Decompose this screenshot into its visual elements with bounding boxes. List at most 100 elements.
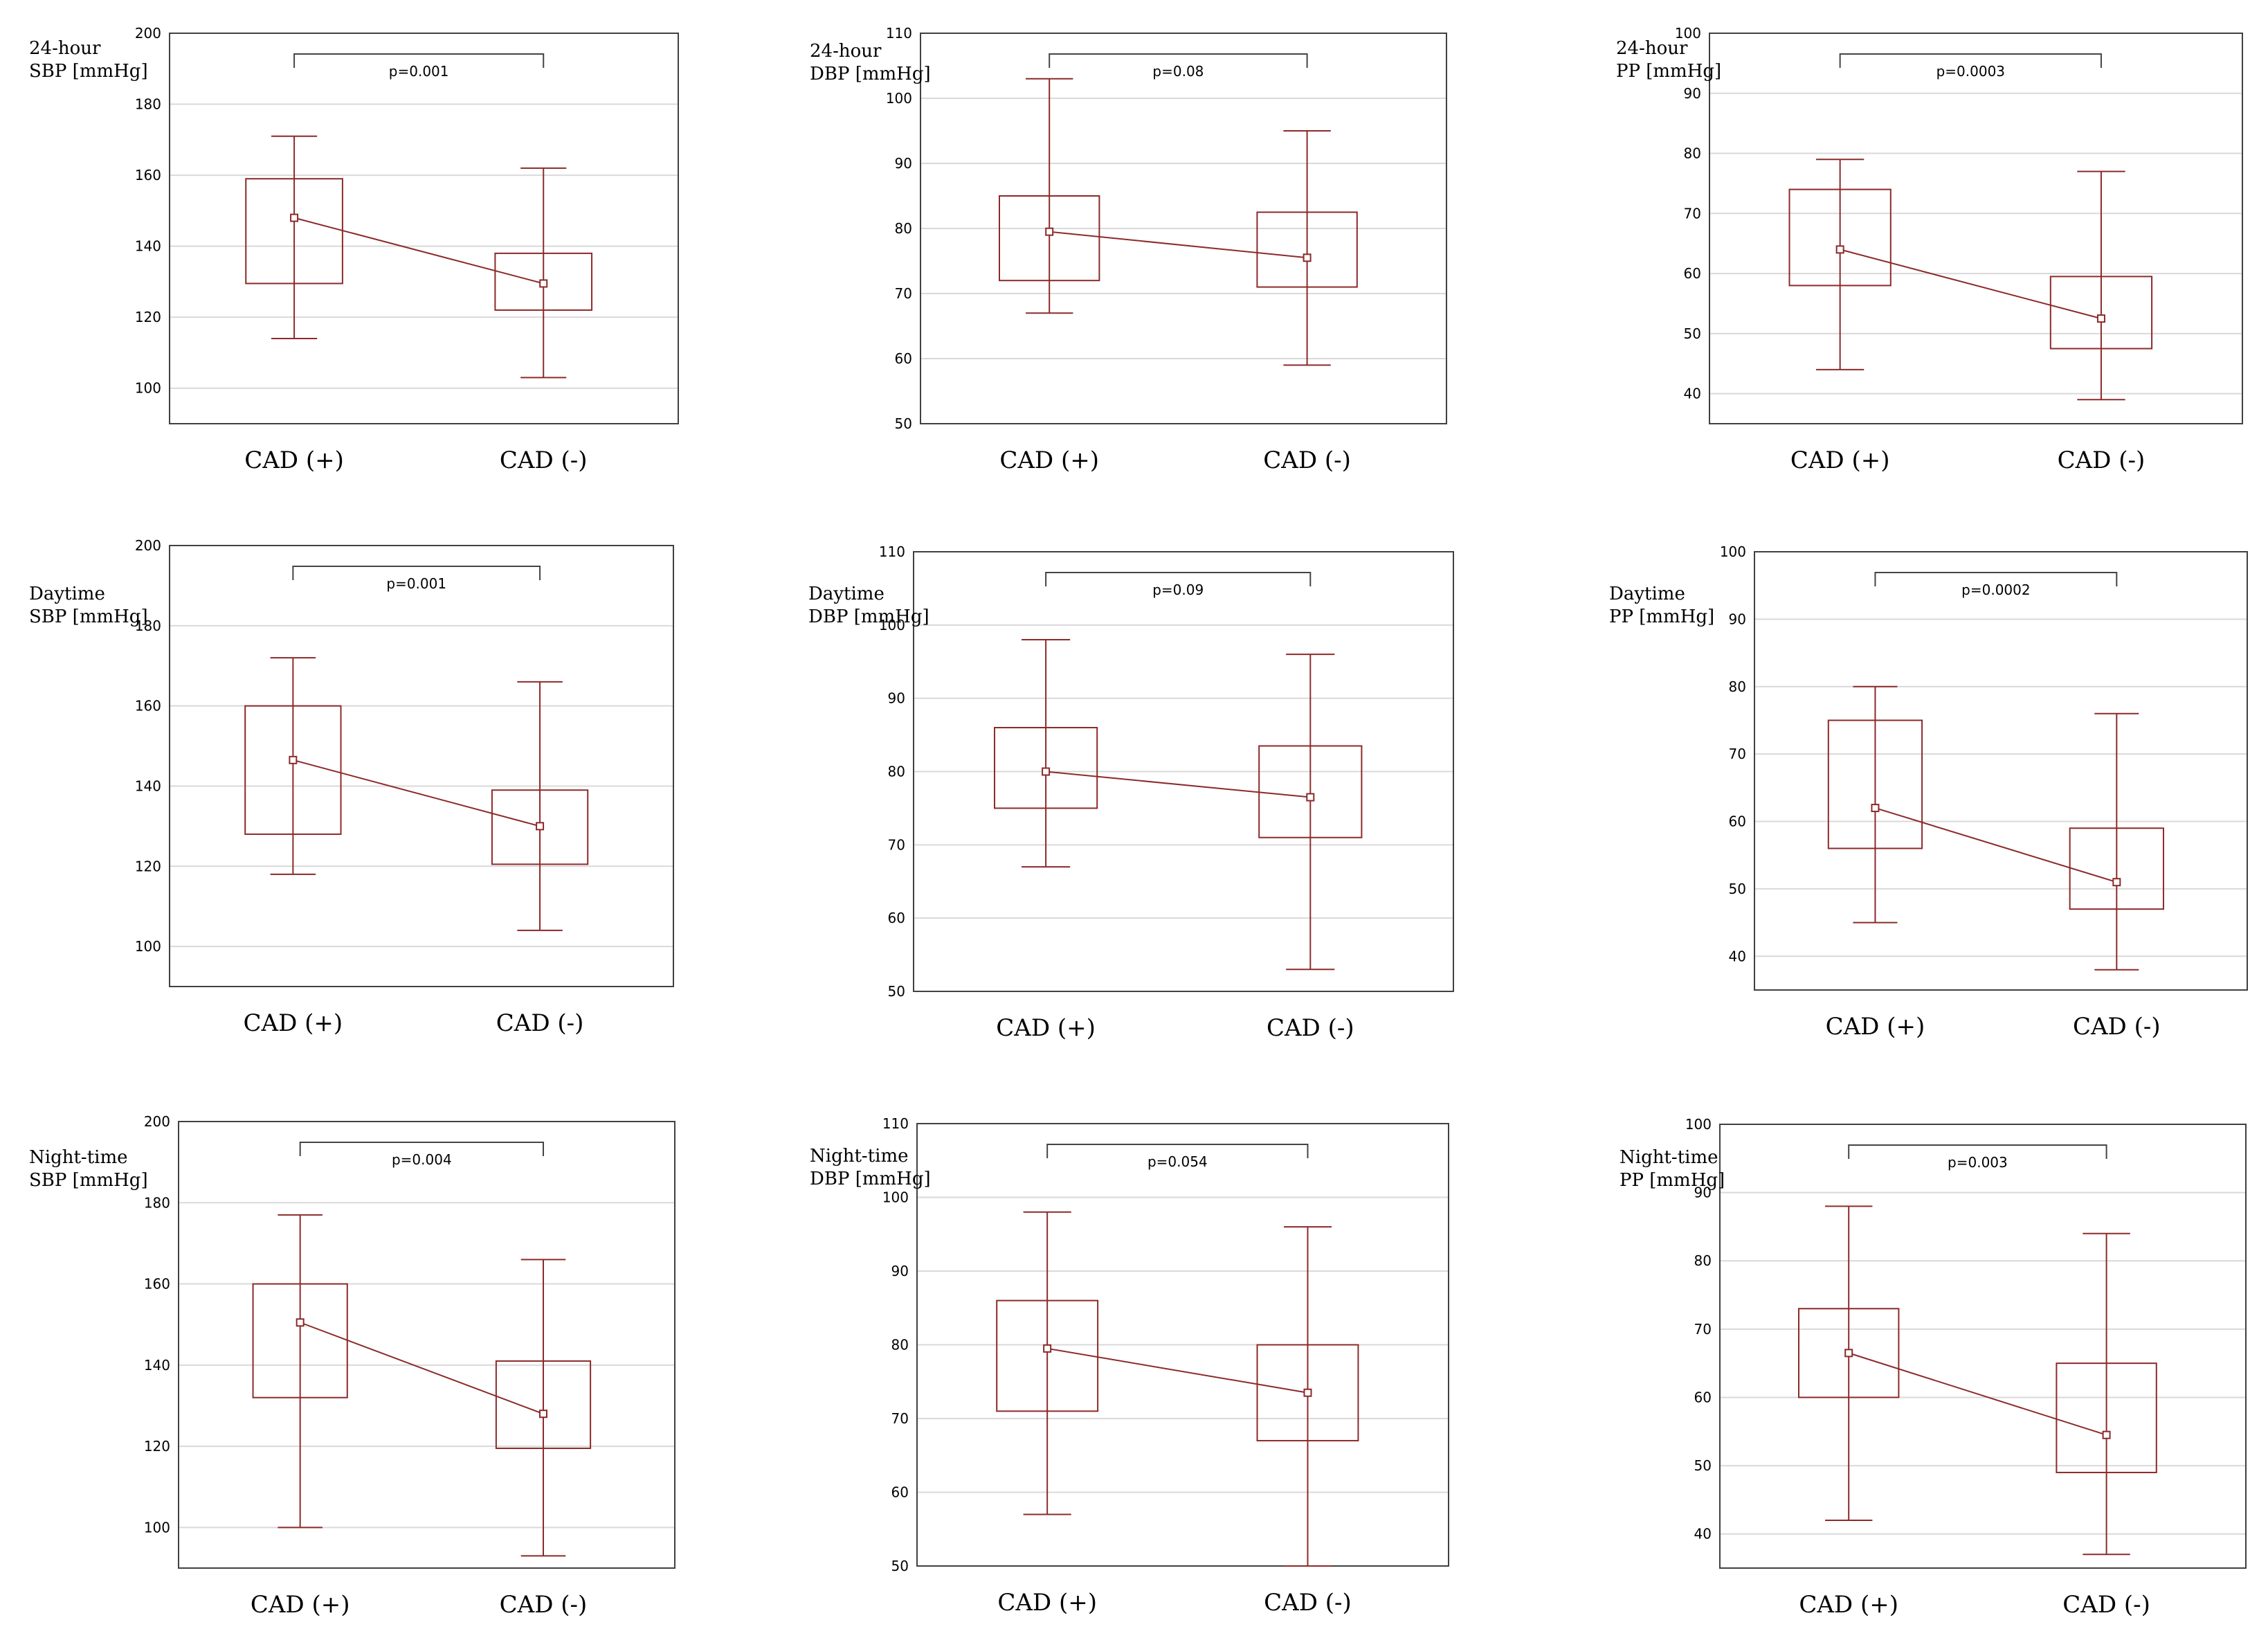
mean-marker <box>1306 793 1315 802</box>
plot-frame <box>913 551 1454 992</box>
y-tick-label: 120 <box>135 858 161 874</box>
y-tick-label: 120 <box>144 1438 170 1455</box>
category-label: CAD (-) <box>500 447 588 474</box>
plot-frame <box>1709 33 2243 424</box>
mean-connector-line <box>300 1322 544 1415</box>
y-axis-label: 24-hour <box>810 41 882 62</box>
y-tick-label: 70 <box>891 1410 909 1427</box>
y-tick-label: 100 <box>144 1519 170 1536</box>
y-tick-label: 80 <box>895 220 912 237</box>
y-tick-label: 60 <box>895 350 912 367</box>
y-tick-label: 80 <box>1684 145 1701 162</box>
significance-bracket <box>1049 53 1308 68</box>
p-value-label: p=0.001 <box>389 63 449 80</box>
y-tick-label: 90 <box>895 155 912 172</box>
y-tick-label: 80 <box>891 1337 909 1353</box>
y-axis-label: Daytime <box>808 584 884 604</box>
mean-marker <box>296 1318 305 1327</box>
y-axis-label: DBP [mmHg] <box>810 64 931 84</box>
plot-frame <box>1719 1124 2247 1569</box>
mean-marker <box>290 213 299 222</box>
significance-bracket <box>1045 572 1312 586</box>
y-tick-label: 90 <box>891 1263 909 1279</box>
iqr-box <box>2056 1362 2157 1473</box>
y-tick-label: 100 <box>1675 25 1701 42</box>
significance-bracket <box>1874 572 2118 586</box>
category-label: CAD (-) <box>2058 447 2145 474</box>
iqr-box <box>2069 827 2164 910</box>
y-tick-label: 110 <box>879 543 905 560</box>
category-label: CAD (+) <box>999 447 1099 474</box>
y-tick-label: 140 <box>135 238 161 255</box>
y-axis-label: Night-time <box>1620 1147 1718 1168</box>
plot-frame <box>1754 551 2248 991</box>
y-tick-label: 60 <box>1694 1389 1712 1405</box>
mean-marker <box>1871 804 1880 813</box>
category-label: CAD (+) <box>1799 1591 1898 1619</box>
y-tick-label: 60 <box>1729 813 1746 830</box>
y-tick-label: 200 <box>135 25 161 42</box>
iqr-box <box>245 178 343 285</box>
y-tick-label: 100 <box>886 90 912 107</box>
iqr-box <box>1256 1344 1359 1441</box>
p-value-label: p=0.001 <box>386 575 446 592</box>
iqr-box <box>1827 719 1923 849</box>
y-tick-label: 140 <box>135 777 161 794</box>
significance-bracket <box>293 53 545 68</box>
y-axis-label: Daytime <box>1609 584 1685 604</box>
plot-frame <box>920 33 1447 424</box>
y-tick-label: 50 <box>1729 881 1746 897</box>
y-tick-label: 50 <box>888 983 905 1000</box>
y-tick-label: 80 <box>1694 1252 1712 1269</box>
plot-frame <box>169 33 679 424</box>
mean-marker <box>1844 1349 1853 1358</box>
mean-marker <box>538 1410 547 1419</box>
iqr-box <box>244 705 342 835</box>
y-tick-label: 100 <box>135 938 161 955</box>
iqr-box <box>2049 276 2153 350</box>
y-tick-label: 180 <box>135 96 161 113</box>
iqr-box <box>1256 211 1358 288</box>
mean-marker <box>1303 1388 1312 1397</box>
mean-connector-line <box>1875 807 2117 883</box>
y-tick-label: 90 <box>888 690 905 707</box>
plot-frame <box>916 1123 1449 1567</box>
y-tick-label: 100 <box>135 380 161 397</box>
y-tick-label: 200 <box>144 1113 170 1130</box>
significance-bracket <box>1839 53 2102 68</box>
mean-connector-line <box>1046 1347 1308 1394</box>
y-axis-label: Daytime <box>29 584 105 604</box>
significance-bracket <box>1848 1144 2107 1159</box>
y-tick-label: 80 <box>888 764 905 780</box>
plot-frame <box>178 1121 675 1569</box>
y-axis-label: PP [mmHg] <box>1616 61 1721 82</box>
mean-connector-line <box>1049 231 1307 259</box>
y-tick-label: 110 <box>882 1115 909 1132</box>
y-tick-label: 90 <box>1729 611 1746 627</box>
y-tick-label: 40 <box>1729 948 1746 964</box>
y-tick-label: 60 <box>1684 265 1701 282</box>
y-tick-label: 200 <box>135 537 161 554</box>
y-axis-label: PP [mmHg] <box>1609 606 1714 627</box>
category-label: CAD (+) <box>244 1009 343 1037</box>
iqr-box <box>494 252 593 311</box>
y-axis-label: DBP [mmHg] <box>810 1169 931 1189</box>
mean-connector-line <box>1046 771 1311 798</box>
mean-marker <box>1042 767 1051 776</box>
iqr-box <box>1258 745 1363 838</box>
y-tick-label: 60 <box>891 1484 909 1501</box>
y-tick-label: 80 <box>1729 678 1746 695</box>
mean-marker <box>539 279 548 288</box>
iqr-box <box>999 195 1100 282</box>
y-tick-label: 180 <box>135 618 161 634</box>
y-axis-label: SBP [mmHg] <box>29 61 148 82</box>
p-value-label: p=0.004 <box>392 1151 452 1168</box>
